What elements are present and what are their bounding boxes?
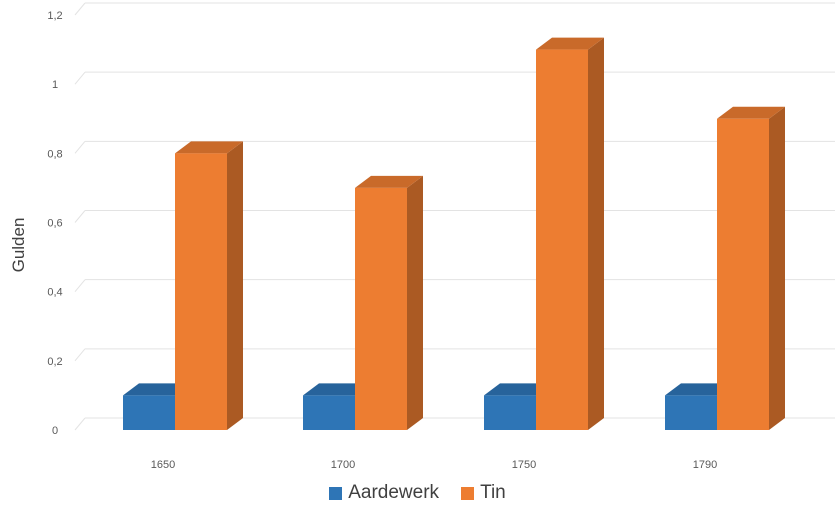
- gridline-depth: [74, 348, 86, 362]
- y-axis-ticks: 0 0,2 0,4 0,6 0,8 1 1,2: [47, 10, 62, 437]
- legend-entry-tin: Tin: [461, 482, 506, 504]
- legend-swatch-aardewerk: [329, 486, 343, 500]
- x-tick-label: 1650: [151, 459, 175, 471]
- legend: Aardewerk Tin: [0, 482, 835, 504]
- y-tick-label: 0: [52, 425, 58, 437]
- gridline-depth: [74, 141, 86, 154]
- bar-tin-1790: [717, 106, 785, 430]
- bars: [123, 37, 785, 431]
- x-tick-label: 1700: [331, 459, 355, 471]
- y-tick-label: 0,2: [47, 356, 62, 368]
- x-tick-label: 1790: [693, 459, 717, 471]
- legend-entry-aardewerk: Aardewerk: [329, 482, 439, 504]
- gridline-depth: [74, 417, 86, 431]
- gridline-depth: [74, 71, 86, 85]
- y-tick-label: 0,8: [47, 148, 62, 160]
- y-axis-label: Gulden: [9, 218, 28, 273]
- bar-tin-1650: [175, 141, 243, 431]
- y-tick-label: 1,2: [47, 10, 62, 22]
- y-tick-label: 1: [52, 79, 58, 91]
- bar-tin-1750: [536, 37, 604, 430]
- legend-label-aardewerk: Aardewerk: [348, 482, 440, 503]
- gridline-depth: [74, 2, 86, 16]
- x-axis-ticks: 1650 1700 1750 1790: [151, 459, 717, 471]
- y-tick-label: 0,4: [47, 287, 62, 299]
- bar-tin-1700: [355, 175, 423, 430]
- legend-label-tin: Tin: [480, 482, 506, 503]
- x-tick-label: 1750: [512, 459, 536, 471]
- y-tick-label: 0,6: [47, 218, 62, 230]
- legend-swatch-tin: [461, 486, 475, 500]
- gridline-depth: [74, 279, 86, 292]
- gridline-depth: [74, 210, 86, 223]
